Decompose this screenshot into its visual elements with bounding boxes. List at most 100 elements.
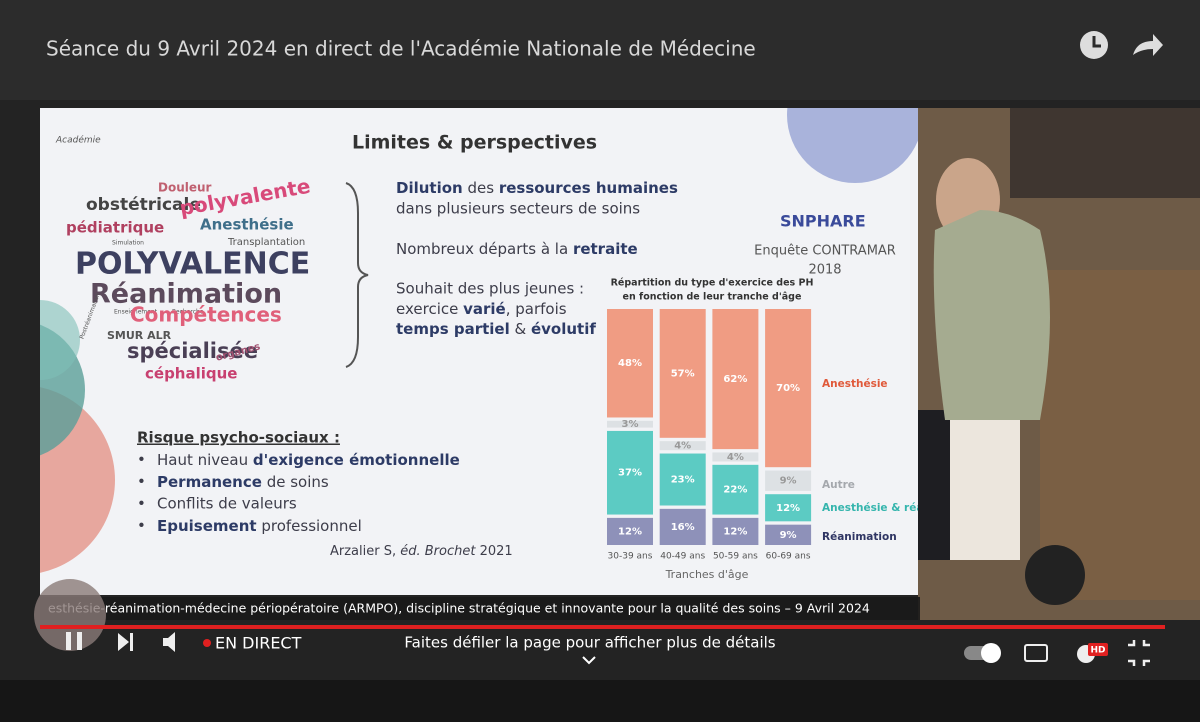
bar-segment xyxy=(712,517,759,545)
value-label: 9% xyxy=(780,476,797,487)
value-label: 9% xyxy=(780,530,797,541)
survey: Enquête CONTRAMAR xyxy=(754,244,896,259)
slide-heading: Limites & perspectives xyxy=(352,132,597,154)
stacked-bar-chart: Répartition du type d'exercice des PH en … xyxy=(607,278,976,581)
bar-segment xyxy=(659,508,706,545)
subtitles-button[interactable] xyxy=(1024,644,1048,662)
bar-segment xyxy=(659,309,706,438)
value-label: 57% xyxy=(671,368,695,379)
caption-bar xyxy=(40,597,920,620)
value-label: 12% xyxy=(618,526,642,537)
svg-text:•: • xyxy=(137,517,146,535)
bar-segment xyxy=(712,452,759,462)
bar-segment xyxy=(765,309,812,468)
svg-text:pédiatrique: pédiatrique xyxy=(66,219,164,237)
bar-segment xyxy=(659,453,706,506)
value-label: 4% xyxy=(674,441,691,452)
perspectives: Dilution des ressources humaines dans pl… xyxy=(396,179,678,338)
volume-button[interactable] xyxy=(163,632,175,652)
svg-text:spécialisée: spécialisée xyxy=(127,339,258,363)
value-label: 16% xyxy=(671,522,695,533)
svg-text:temps partiel & évolutif: temps partiel & évolutif xyxy=(396,320,596,338)
svg-text:Nombreux départs à la retraite: Nombreux départs à la retraite xyxy=(396,240,638,258)
x-tick-label: 60-69 ans xyxy=(766,552,811,562)
bar-segment xyxy=(607,420,653,428)
x-tick-label: 50-59 ans xyxy=(713,552,758,562)
bar-segment xyxy=(765,494,812,522)
svg-text:Simulation: Simulation xyxy=(112,240,144,247)
value-label: 22% xyxy=(723,485,747,496)
svg-text:Arzalier S, éd. Brochet 2021: Arzalier S, éd. Brochet 2021 xyxy=(330,544,513,559)
bar-segment xyxy=(712,464,759,515)
svg-text:•: • xyxy=(137,495,146,513)
bar-segment xyxy=(712,309,759,450)
value-label: 12% xyxy=(723,526,747,537)
svg-text:Anesthésie: Anesthésie xyxy=(200,216,294,234)
bar-segment xyxy=(765,470,812,491)
svg-text:Permanence de soins: Permanence de soins xyxy=(157,473,329,491)
progress-bar[interactable] xyxy=(40,625,1165,629)
fullscreen-button[interactable] xyxy=(1128,640,1150,666)
x-tick-label: 40-49 ans xyxy=(660,552,705,562)
svg-text:•: • xyxy=(137,473,146,491)
chart-title: en fonction de leur tranche d'âge xyxy=(623,292,802,303)
brace xyxy=(345,182,369,368)
share[interactable] xyxy=(1133,34,1163,56)
academy-logo: Académie xyxy=(55,135,101,146)
svg-text:Risque psycho-sociaux :: Risque psycho-sociaux : xyxy=(137,429,340,447)
svg-text:Conflits de valeurs: Conflits de valeurs xyxy=(157,495,297,513)
chart-title: Répartition du type d'exercice des PH xyxy=(611,278,814,289)
value-label: 62% xyxy=(723,374,747,385)
chevron[interactable] xyxy=(582,656,596,665)
bar-segment xyxy=(607,430,653,515)
svg-text:Enseignement: Enseignement xyxy=(114,309,158,316)
watch-later[interactable] xyxy=(1080,31,1108,59)
bar-segment xyxy=(607,517,653,545)
pause-button[interactable] xyxy=(66,632,82,650)
autoplay-toggle[interactable] xyxy=(964,643,1001,663)
svg-text:SMUR ALR: SMUR ALR xyxy=(107,329,172,342)
bar-segment xyxy=(765,524,812,545)
video-title[interactable]: Séance du 9 Avril 2024 en direct de l'Ac… xyxy=(46,37,756,61)
value-label: 3% xyxy=(622,419,639,430)
value-label: 4% xyxy=(727,452,744,463)
laptop-bezel xyxy=(0,680,1200,722)
value-label: 48% xyxy=(618,358,642,369)
svg-text:Dilution des ressources humain: Dilution des ressources humaines xyxy=(396,179,678,197)
value-label: 12% xyxy=(776,503,800,514)
svg-text:Souhait des plus jeunes :: Souhait des plus jeunes : xyxy=(396,280,584,298)
live-label[interactable]: EN DIRECT xyxy=(215,634,302,653)
x-tick-label: 30-39 ans xyxy=(608,552,653,562)
svg-text:céphalique: céphalique xyxy=(145,365,237,383)
svg-text:Douleur: Douleur xyxy=(158,181,212,195)
svg-text:•: • xyxy=(137,451,146,469)
scroll-hint[interactable]: Faites défiler la page pour afficher plu… xyxy=(404,634,775,652)
survey-year: 2018 xyxy=(808,263,841,278)
snphare-logo: SNPHARE xyxy=(780,212,866,231)
bar-segment xyxy=(607,309,653,418)
hd-badge: HD xyxy=(1090,646,1105,656)
svg-text:POLYVALENCE: POLYVALENCE xyxy=(75,247,310,282)
value-label: 37% xyxy=(618,468,642,479)
risks: Risque psycho-sociaux : • Haut niveau d'e… xyxy=(137,429,513,559)
controls: EN DIRECT Faites défiler la page pour af… xyxy=(66,632,1150,666)
hd-badge-bg xyxy=(1088,643,1108,656)
presenter-video xyxy=(918,108,1200,620)
svg-text:Epuisement professionnel: Epuisement professionnel xyxy=(157,517,362,535)
svg-text:dans plusieurs secteurs de soi: dans plusieurs secteurs de soins xyxy=(396,200,640,218)
value-label: 23% xyxy=(671,475,695,486)
svg-text:Transplantation: Transplantation xyxy=(227,237,305,248)
legend-label: Autre xyxy=(822,479,855,491)
next-button[interactable] xyxy=(118,633,133,651)
svg-text:Haut niveau d'exigence émotion: Haut niveau d'exigence émotionnelle xyxy=(157,451,460,469)
word-cloud: Douleur obstétricale polyvalente pédiatr… xyxy=(66,174,312,383)
svg-text:exercice varié, parfois: exercice varié, parfois xyxy=(396,300,567,318)
bar-segment xyxy=(659,441,706,451)
channel-logo[interactable] xyxy=(34,579,106,651)
svg-text:Recherche: Recherche xyxy=(172,309,204,316)
top-bar xyxy=(0,0,1200,100)
live-dot xyxy=(203,639,211,647)
svg-text:Compétences: Compétences xyxy=(130,303,282,327)
value-label: 70% xyxy=(776,383,800,394)
